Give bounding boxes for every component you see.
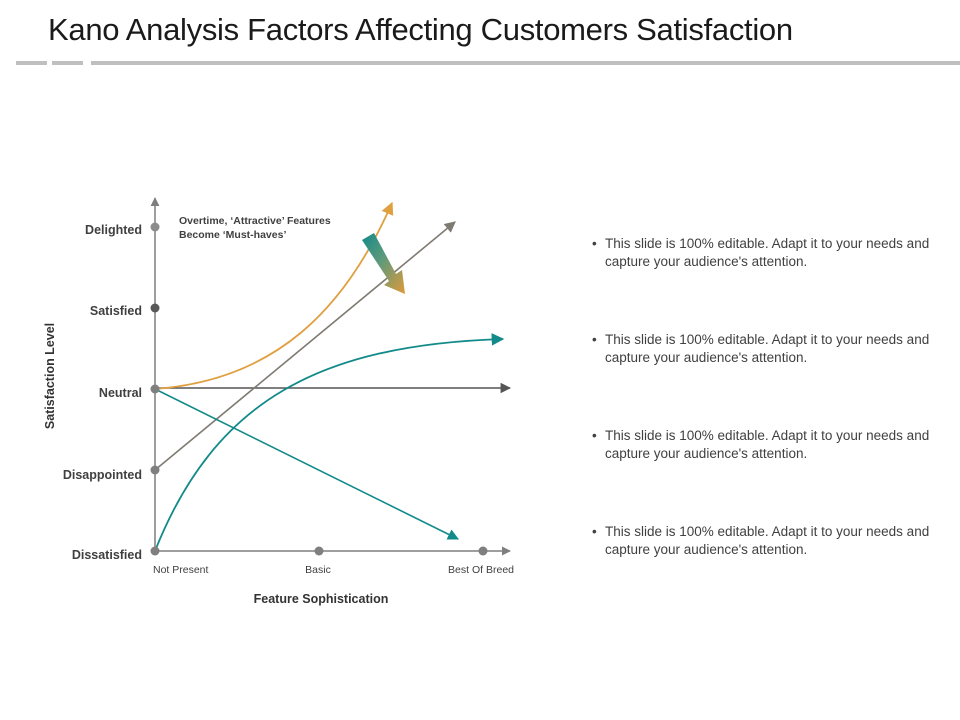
page-title: Kano Analysis Factors Affecting Customer…: [48, 12, 793, 47]
y-level-dissatisfied: Dissatisfied: [72, 548, 142, 562]
bullet-item: • This slide is 100% editable. Adapt it …: [592, 331, 932, 367]
bullet-item: • This slide is 100% editable. Adapt it …: [592, 523, 932, 559]
bullet-text: This slide is 100% editable. Adapt it to…: [605, 236, 930, 269]
annotation-line-1: Overtime, ‘Attractive’ Features: [179, 215, 331, 227]
level-marker-disappointed: [150, 465, 160, 475]
reverse-line: [154, 388, 460, 540]
must-be-curve: [154, 333, 505, 552]
x-marker-best-of-breed: [478, 546, 488, 556]
bullet-marker: •: [592, 524, 597, 539]
level-marker-delighted: [150, 222, 160, 232]
bullet-item: • This slide is 100% editable. Adapt it …: [592, 427, 932, 463]
x-axis-title: Feature Sophistication: [254, 592, 389, 606]
bullet-marker: •: [592, 428, 597, 443]
level-marker-neutral: [150, 384, 160, 394]
annotation-line-2: Become ‘Must-haves’: [179, 229, 286, 241]
bullet-marker: •: [592, 236, 597, 251]
y-level-delighted: Delighted: [85, 223, 142, 237]
x-level-basic: Basic: [305, 564, 331, 576]
x-marker-basic: [314, 546, 324, 556]
level-marker-satisfied: [150, 303, 160, 313]
title-divider-segment: [52, 61, 83, 65]
bullet-text: This slide is 100% editable. Adapt it to…: [605, 332, 930, 365]
bullet-marker: •: [592, 332, 597, 347]
bullet-text: This slide is 100% editable. Adapt it to…: [605, 428, 930, 461]
bullet-item: • This slide is 100% editable. Adapt it …: [592, 235, 932, 271]
y-level-neutral: Neutral: [99, 386, 142, 400]
level-marker-dissatisfied: [150, 546, 160, 556]
title-divider-segment: [16, 61, 47, 65]
y-level-disappointed: Disappointed: [63, 468, 142, 482]
x-level-not-present: Not Present: [153, 564, 209, 576]
performance-line: [154, 221, 456, 471]
y-axis-title: Satisfaction Level: [43, 323, 57, 429]
x-level-best-of-breed: Best Of Breed: [448, 564, 514, 576]
bullet-text: This slide is 100% editable. Adapt it to…: [605, 524, 930, 557]
y-level-satisfied: Satisfied: [90, 304, 142, 318]
title-divider-segment: [91, 61, 960, 65]
transition-arrow: [362, 233, 405, 294]
